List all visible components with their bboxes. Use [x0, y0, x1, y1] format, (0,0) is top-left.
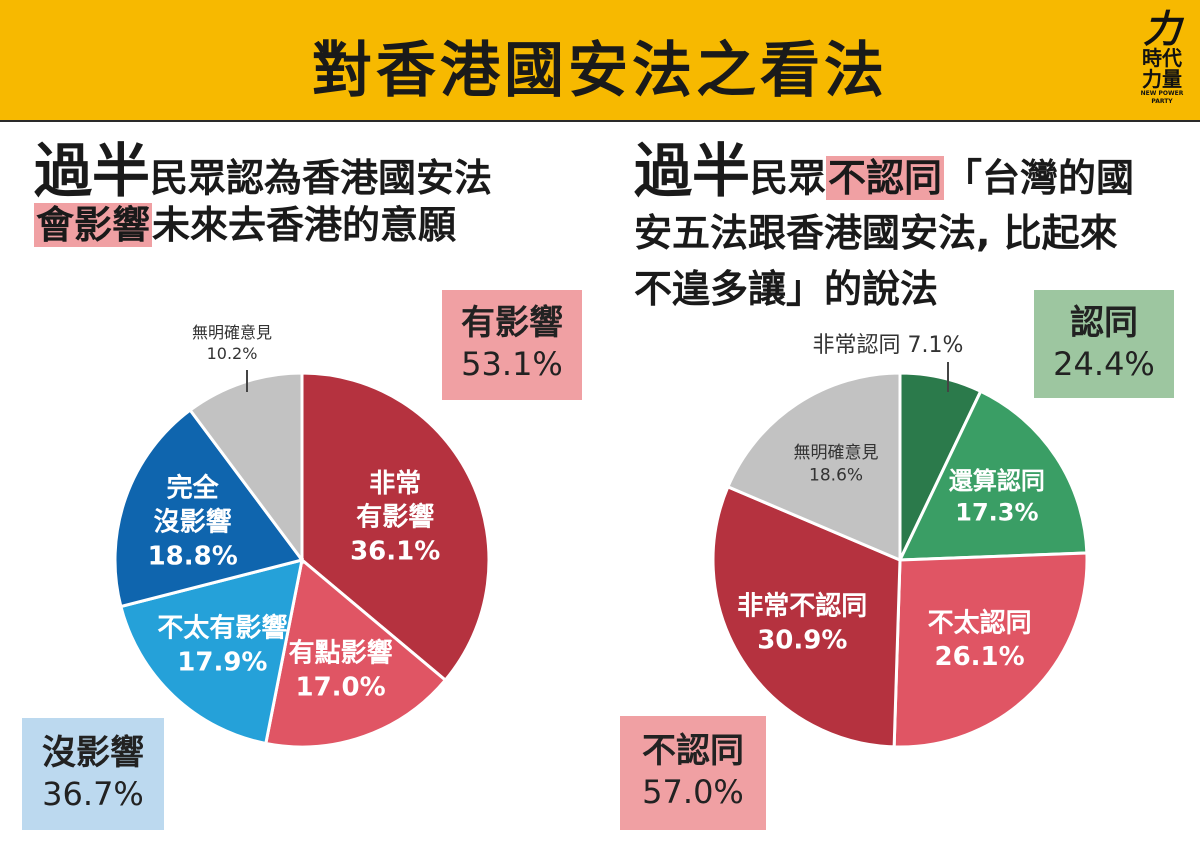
left-headline-big: 過半	[34, 137, 151, 205]
right-headline-rest2: 「台灣的國	[944, 156, 1135, 200]
pie1-label-3-line-0: 非常不認同	[737, 591, 867, 622]
pie0-label-0-line-0: 非常	[369, 469, 421, 499]
left-headline-highlight: 會影響	[34, 203, 153, 247]
right-callout-agree-value: 24.4%	[1053, 345, 1155, 383]
pie1-label-4-line-1: 18.6%	[809, 465, 863, 485]
pie0-slice-1	[264, 557, 448, 749]
pie0-label-2-line-1: 17.9%	[177, 647, 267, 677]
logo-name-line1: 時代	[1142, 46, 1182, 70]
pie0-label-4-line-1: 10.2%	[207, 344, 258, 363]
right-callout-agree: 認同 24.4%	[1034, 290, 1174, 398]
left-headline-rest1: 民眾認為香港國安法	[150, 156, 493, 200]
pie0-label-1-line-0: 有點影響	[289, 638, 393, 669]
right-callout-disagree-value: 57.0%	[642, 773, 744, 811]
pie0-slice-2	[119, 557, 304, 746]
right-callout-agree-label: 認同	[1070, 303, 1138, 343]
pie0-label-3-line-0: 完全	[167, 473, 220, 504]
pie0-label-2-line-0: 不太有影響	[157, 612, 287, 643]
left-callout-no-affect-value: 36.7%	[42, 775, 144, 813]
right-headline: 過半民眾不認同「台灣的國	[634, 138, 1134, 219]
right-headline-rest1: 民眾	[750, 156, 827, 200]
pie1-label-3-line-1: 30.9%	[757, 625, 847, 655]
pie0-label-1-line-1: 17.0%	[295, 672, 385, 702]
pie1-slice-3	[711, 484, 902, 749]
pie0-slice-0	[300, 371, 491, 683]
left-callout-affect-label: 有影響	[461, 303, 563, 343]
pie0-label-3-line-2: 18.8%	[148, 541, 238, 571]
title-banner: 對香港國安法之看法 力 時代 力量 NEW POWER PARTY	[0, 0, 1200, 122]
left-callout-affect-value: 53.1%	[461, 345, 563, 383]
pie1-label-2-line-1: 26.1%	[934, 642, 1024, 672]
left-headline-rest2: 未來去香港的意願	[152, 203, 457, 247]
pie1-label-2-line-0: 不太認同	[928, 607, 1032, 638]
left-callout-no-affect: 沒影響 36.7%	[22, 718, 164, 830]
right-callout-disagree: 不認同 57.0%	[620, 716, 766, 830]
pie0-slice-3	[113, 408, 305, 609]
logo-mark: 力	[1142, 7, 1181, 51]
page-title: 對香港國安法之看法	[312, 36, 888, 106]
pie0-label-3-line-1: 沒影響	[154, 507, 232, 538]
pie0-label-0-line-1: 有影響	[356, 502, 434, 533]
pie1-label-0-line-0: 非常認同 7.1%	[813, 333, 964, 358]
pie1-label-4-line-0: 無明確意見	[794, 443, 879, 463]
right-headline-line3: 不遑多讓」的說法	[634, 267, 939, 311]
pie0-label-4-line-0: 無明確意見	[192, 323, 272, 342]
pie1-slice-4	[725, 371, 902, 563]
logo-name-line2: 力量	[1142, 67, 1182, 91]
pie1-label-1-line-1: 17.3%	[955, 498, 1038, 526]
pie1-slice-1	[897, 389, 1089, 562]
left-headline: 過半民眾認為香港國安法	[34, 138, 492, 219]
pie0-label-0-line-2: 36.1%	[350, 536, 440, 566]
pie1-label-1-line-0: 還算認同	[949, 467, 1045, 495]
right-headline-big: 過半	[634, 137, 751, 205]
party-logo: 力 時代 力量 NEW POWER PARTY	[1132, 10, 1192, 106]
left-callout-affect: 有影響 53.1%	[442, 290, 582, 400]
right-callout-disagree-label: 不認同	[642, 731, 744, 771]
right-headline-highlight: 不認同	[826, 156, 945, 200]
left-callout-no-affect-label: 沒影響	[42, 733, 144, 773]
left-headline-line2: 會影響未來去香港的意願	[34, 202, 456, 256]
right-headline-line2: 安五法跟香港國安法, 比起來	[634, 211, 1118, 255]
pie1-slice-2	[892, 551, 1089, 749]
pie0-slice-4	[188, 371, 304, 565]
logo-subtitle: NEW POWER PARTY	[1140, 90, 1184, 105]
